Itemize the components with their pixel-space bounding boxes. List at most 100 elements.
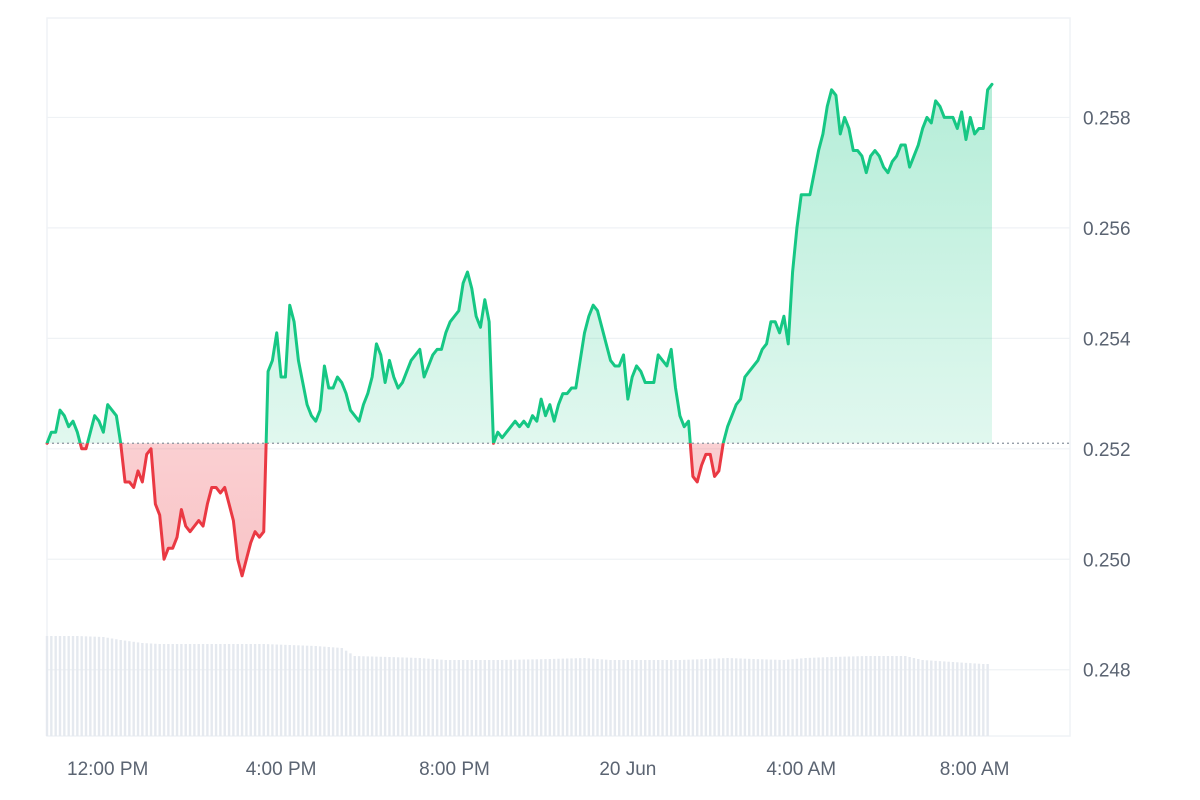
volume-bar (496, 660, 500, 736)
volume-bar (878, 656, 881, 736)
volume-bar (474, 660, 478, 736)
volume-bar (960, 662, 963, 736)
volume-bar (318, 646, 322, 736)
volume-bar (834, 656, 838, 736)
volume-bar (830, 657, 833, 736)
volume-bar (826, 657, 829, 736)
volume-bar (396, 657, 400, 736)
volume-bar (722, 658, 725, 736)
volume-bar (565, 658, 569, 736)
volume-bar (323, 646, 326, 736)
volume-bar (552, 658, 556, 736)
volume-bar (938, 661, 942, 736)
volume-bar (630, 660, 634, 736)
volume-bar (45, 636, 49, 736)
volume-bar (756, 659, 760, 736)
volume-bar (305, 645, 309, 736)
volume-bar (587, 658, 591, 736)
volume-bar (804, 658, 807, 736)
price-line-up[interactable] (45, 82, 994, 576)
volume-bar (509, 659, 513, 736)
volume-bar (71, 636, 75, 736)
volume-bar (167, 644, 170, 736)
volume-bar (930, 660, 933, 736)
volume-bar (574, 658, 578, 736)
volume-bar (401, 657, 404, 736)
volume-bar (726, 658, 729, 736)
volume-bar (813, 657, 816, 736)
volume-bar (253, 644, 257, 736)
volume-bar (739, 658, 742, 736)
x-tick-label: 8:00 PM (419, 759, 490, 780)
volume-bar (292, 645, 296, 736)
volume-bar (969, 663, 972, 736)
volume-bar (275, 644, 278, 736)
volume-bar (232, 644, 235, 736)
volume-bar (561, 658, 565, 736)
volume-bar (470, 660, 474, 736)
volume-bar (873, 656, 877, 736)
volume-bar (752, 659, 755, 736)
volume-bar (613, 660, 617, 736)
volume-bar (223, 644, 226, 736)
y-tick-label: 0.250 (1083, 550, 1131, 571)
volume-bar (97, 636, 101, 736)
x-tick-label: 4:00 AM (766, 759, 836, 780)
volume-bar (266, 644, 270, 736)
volume-bar (652, 660, 656, 736)
volume-bar (539, 659, 543, 736)
volume-bar (852, 656, 855, 736)
volume-bar (201, 644, 205, 736)
volume-bar (526, 659, 530, 736)
volume-bar (461, 660, 465, 736)
volume-bar (483, 660, 487, 736)
volume-bar (444, 660, 447, 736)
volume-bar (197, 644, 200, 736)
volume-bar (943, 661, 946, 736)
volume-bar (50, 636, 53, 736)
volume-bar (782, 660, 786, 736)
volume-bar (774, 659, 777, 736)
volume-bar (761, 659, 764, 736)
volume-bar (427, 658, 430, 736)
volume-bar (54, 636, 57, 736)
y-tick-label: 0.256 (1083, 219, 1131, 240)
volume-bar (891, 656, 894, 736)
volume-bar (678, 660, 682, 736)
volume-bar (661, 660, 664, 736)
volume-bar (622, 660, 625, 736)
volume-bar (171, 644, 174, 736)
volume-bar (604, 659, 608, 736)
volume-bar (557, 658, 560, 736)
volume-bar (626, 660, 630, 736)
volume-bar (375, 656, 378, 736)
volume-bar (466, 660, 469, 736)
volume-bar (730, 658, 734, 736)
volume-bar (327, 647, 330, 736)
volume-bar (219, 644, 222, 736)
volume-bar (297, 645, 300, 736)
volume-bar (431, 659, 434, 736)
volume-bar (258, 644, 261, 736)
volume-bar (210, 644, 213, 736)
volume-bar (956, 662, 959, 736)
volume-bar (245, 644, 248, 736)
volume-bar (314, 646, 317, 736)
volume-bar (743, 658, 747, 736)
volume-bar (136, 642, 140, 736)
volume-bar (617, 660, 621, 736)
volume-bar (865, 656, 868, 736)
volume-bar (973, 663, 976, 736)
price-line-down[interactable] (45, 84, 992, 578)
volume-bar (765, 659, 768, 736)
volume-bar (735, 658, 738, 736)
volume-bar (84, 636, 88, 736)
volume-bar (388, 657, 391, 736)
price-line[interactable] (45, 82, 994, 578)
volume-bar (366, 656, 369, 736)
volume-bar (188, 644, 192, 736)
volume-bar (769, 659, 773, 736)
volume-bar (132, 641, 135, 736)
volume-bar (362, 656, 365, 736)
